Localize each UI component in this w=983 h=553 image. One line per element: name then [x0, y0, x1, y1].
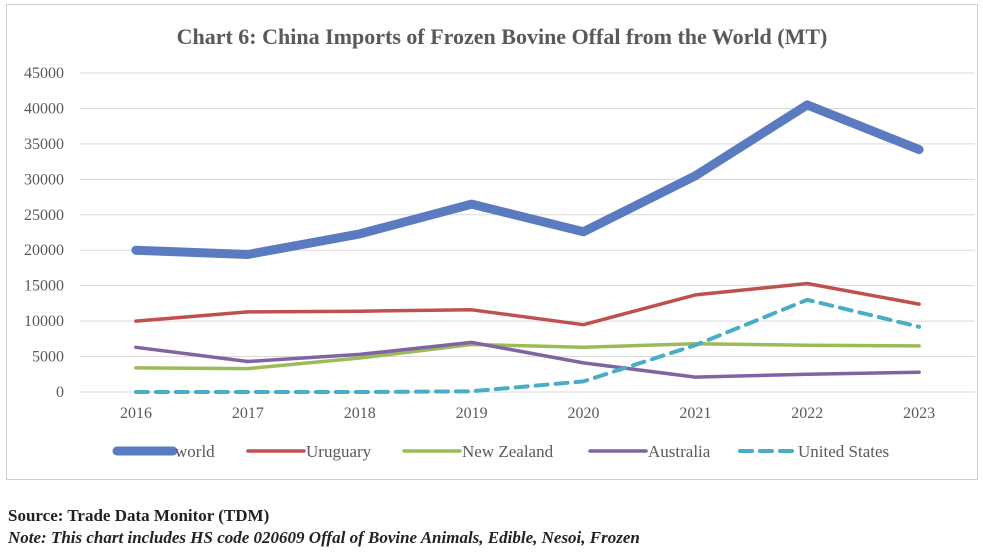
legend-label: world — [175, 442, 215, 461]
x-tick-label: 2017 — [232, 405, 264, 422]
series-line-new-zealand — [134, 342, 921, 371]
y-tick-label: 0 — [56, 384, 64, 401]
series-line-united-states — [133, 297, 922, 394]
x-tick-label: 2019 — [456, 405, 488, 422]
x-tick-label: 2020 — [567, 405, 599, 422]
series-line-australia — [134, 340, 921, 379]
y-tick-label: 25000 — [24, 207, 64, 224]
y-tick-label: 20000 — [24, 242, 64, 259]
series-line-world — [131, 100, 924, 259]
y-tick-label: 40000 — [24, 100, 64, 117]
chart-title: Chart 6: China Imports of Frozen Bovine … — [177, 24, 828, 49]
series-line-uruguary — [134, 281, 921, 327]
x-tick-label: 2018 — [344, 405, 376, 422]
line-chart: Chart 6: China Imports of Frozen Bovine … — [24, 24, 975, 461]
y-tick-label: 35000 — [24, 136, 64, 153]
legend-label: Australia — [648, 442, 711, 461]
y-tick-label: 45000 — [24, 65, 64, 82]
y-tick-label: 15000 — [24, 278, 64, 295]
x-tick-label: 2022 — [791, 405, 823, 422]
note-text: Note: This chart includes HS code 020609… — [8, 528, 640, 547]
x-tick-label: 2016 — [120, 405, 152, 422]
y-tick-label: 5000 — [32, 349, 64, 366]
legend-label: New Zealand — [462, 442, 554, 461]
x-tick-label: 2023 — [903, 405, 935, 422]
legend-label: United States — [798, 442, 889, 461]
y-tick-label: 10000 — [24, 313, 64, 330]
legend-label: Uruguary — [306, 442, 372, 461]
source-text: Source: Trade Data Monitor (TDM) — [8, 506, 270, 525]
y-tick-label: 30000 — [24, 171, 64, 188]
chart-frame — [6, 4, 978, 480]
x-tick-label: 2021 — [679, 405, 711, 422]
